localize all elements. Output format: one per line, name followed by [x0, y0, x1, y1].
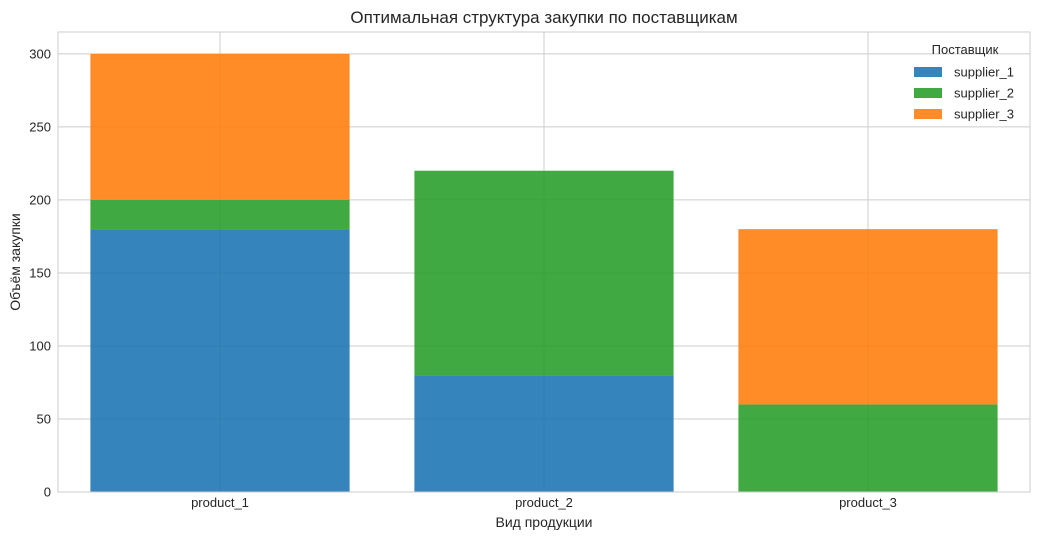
legend-title: Поставщик	[932, 42, 999, 57]
x-tick-label: product_1	[191, 495, 249, 510]
plot-frame	[57, 31, 1031, 493]
y-tick-label: 50	[37, 411, 51, 426]
y-tick-label: 250	[29, 119, 51, 134]
bar-supplier_3-product_1	[90, 53, 350, 200]
y-tick-label: 100	[29, 338, 51, 353]
legend-swatch-supplier_2	[914, 88, 942, 98]
x-tick-labels: product_1 product_2 product_3	[191, 495, 897, 510]
legend-label-supplier_2: supplier_2	[954, 86, 1014, 101]
x-axis-label: Вид продукции	[495, 514, 592, 530]
bar-supplier_1-product_1	[90, 229, 350, 492]
y-axis-label: Объём закупки	[7, 213, 23, 311]
legend: Поставщик supplier_1 supplier_2 supplier_3	[914, 42, 1014, 122]
y-tick-label: 200	[29, 192, 51, 207]
x-tick-label: product_3	[839, 495, 897, 510]
y-tick-label: 300	[29, 46, 51, 61]
bar-supplier_2-product_2	[414, 170, 674, 376]
bar-supplier_2-product_3	[738, 404, 998, 492]
bar-supplier_1-product_2	[414, 375, 674, 492]
y-tick-labels: 0 50 100 150 200 250 300	[29, 46, 51, 499]
chart-title: Оптимальная структура закупки по поставщ…	[350, 8, 737, 27]
legend-swatch-supplier_3	[914, 109, 942, 119]
y-tick-label: 0	[44, 485, 51, 500]
bars-group	[90, 53, 998, 492]
legend-label-supplier_1: supplier_1	[954, 65, 1014, 80]
y-tick-label: 150	[29, 265, 51, 280]
bar-supplier_3-product_3	[738, 229, 998, 405]
legend-swatch-supplier_1	[914, 67, 942, 77]
bar-supplier_2-product_1	[90, 199, 350, 230]
legend-label-supplier_3: supplier_3	[954, 107, 1014, 122]
x-tick-label: product_2	[515, 495, 573, 510]
